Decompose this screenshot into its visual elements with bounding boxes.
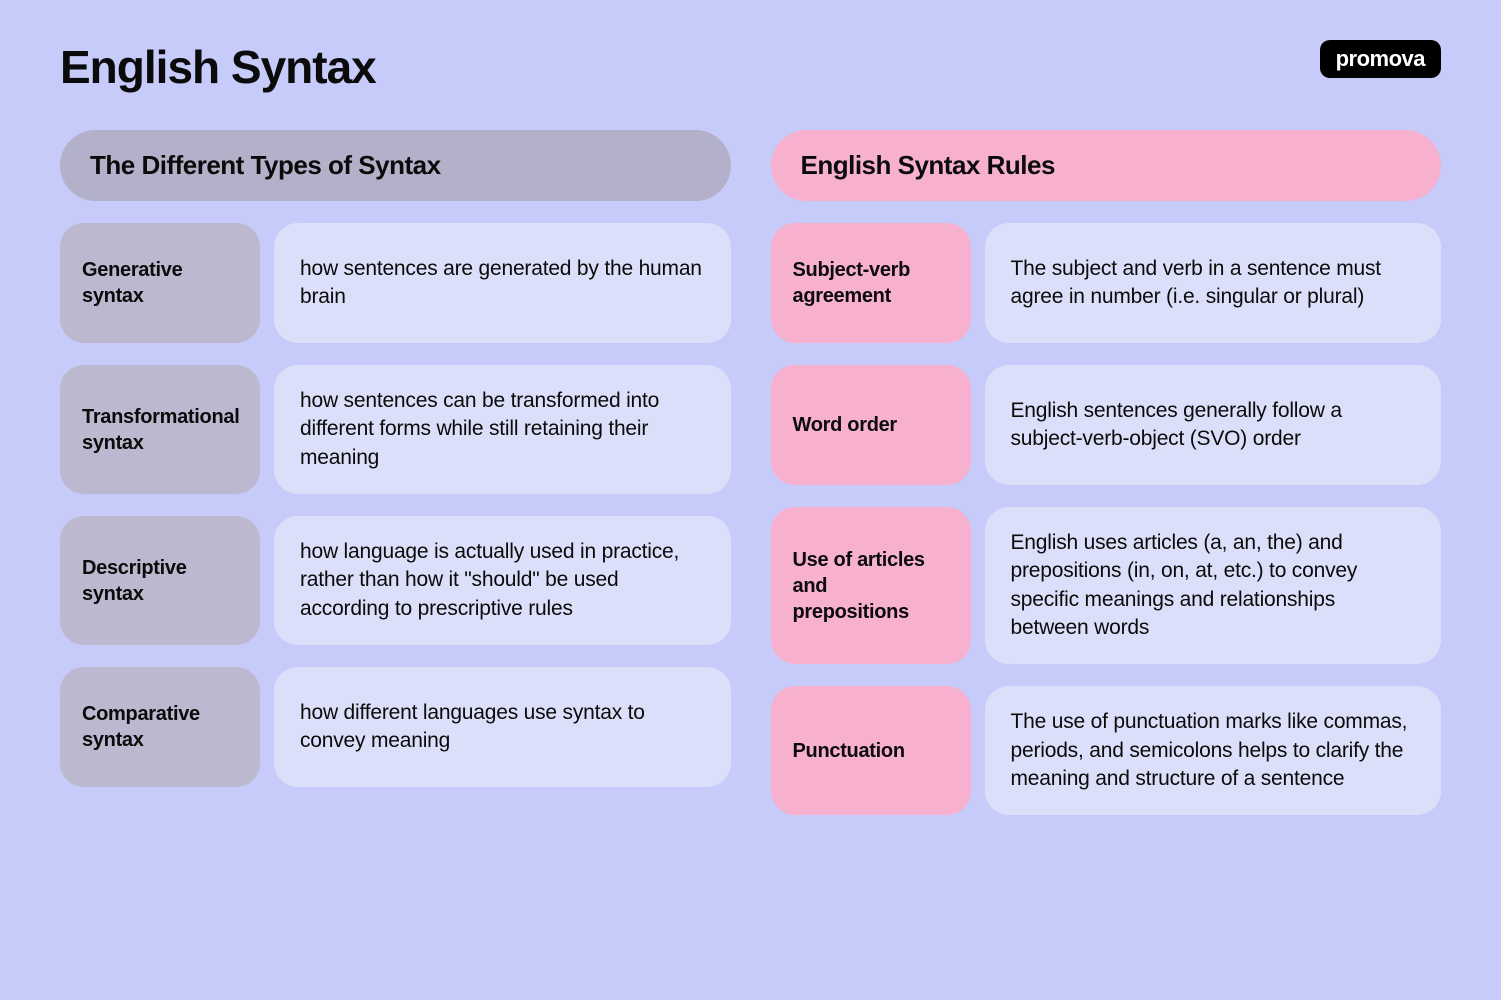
desc-punctuation: The use of punctuation marks like commas… <box>985 686 1442 815</box>
right-column: English Syntax Rules Subject-verb agreem… <box>771 130 1442 815</box>
table-row: Word order English sentences generally f… <box>771 365 1442 485</box>
term-articles-prepositions: Use of articles and prepositions <box>771 507 971 664</box>
term-generative-syntax: Generative syntax <box>60 223 260 343</box>
table-row: Subject-verb agreement The subject and v… <box>771 223 1442 343</box>
right-column-header: English Syntax Rules <box>771 130 1442 201</box>
term-comparative-syntax: Comparative syntax <box>60 667 260 787</box>
left-column-header: The Different Types of Syntax <box>60 130 731 201</box>
desc-subject-verb: The subject and verb in a sentence must … <box>985 223 1442 343</box>
table-row: Generative syntax how sentences are gene… <box>60 223 731 343</box>
term-descriptive-syntax: Descriptive syntax <box>60 516 260 645</box>
table-row: Punctuation The use of punctuation marks… <box>771 686 1442 815</box>
columns-container: The Different Types of Syntax Generative… <box>60 130 1441 815</box>
table-row: Comparative syntax how different languag… <box>60 667 731 787</box>
desc-descriptive-syntax: how language is actually used in practic… <box>274 516 731 645</box>
term-punctuation: Punctuation <box>771 686 971 815</box>
desc-generative-syntax: how sentences are generated by the human… <box>274 223 731 343</box>
table-row: Use of articles and prepositions English… <box>771 507 1442 664</box>
term-subject-verb: Subject-verb agreement <box>771 223 971 343</box>
desc-articles-prepositions: English uses articles (a, an, the) and p… <box>985 507 1442 664</box>
left-column: The Different Types of Syntax Generative… <box>60 130 731 815</box>
desc-comparative-syntax: how different languages use syntax to co… <box>274 667 731 787</box>
term-word-order: Word order <box>771 365 971 485</box>
brand-logo: promova <box>1320 40 1441 78</box>
table-row: Transformational syntax how sentences ca… <box>60 365 731 494</box>
page-title: English Syntax <box>60 40 1441 94</box>
desc-transformational-syntax: how sentences can be transformed into di… <box>274 365 731 494</box>
table-row: Descriptive syntax how language is actua… <box>60 516 731 645</box>
desc-word-order: English sentences generally follow a sub… <box>985 365 1442 485</box>
term-transformational-syntax: Transformational syntax <box>60 365 260 494</box>
